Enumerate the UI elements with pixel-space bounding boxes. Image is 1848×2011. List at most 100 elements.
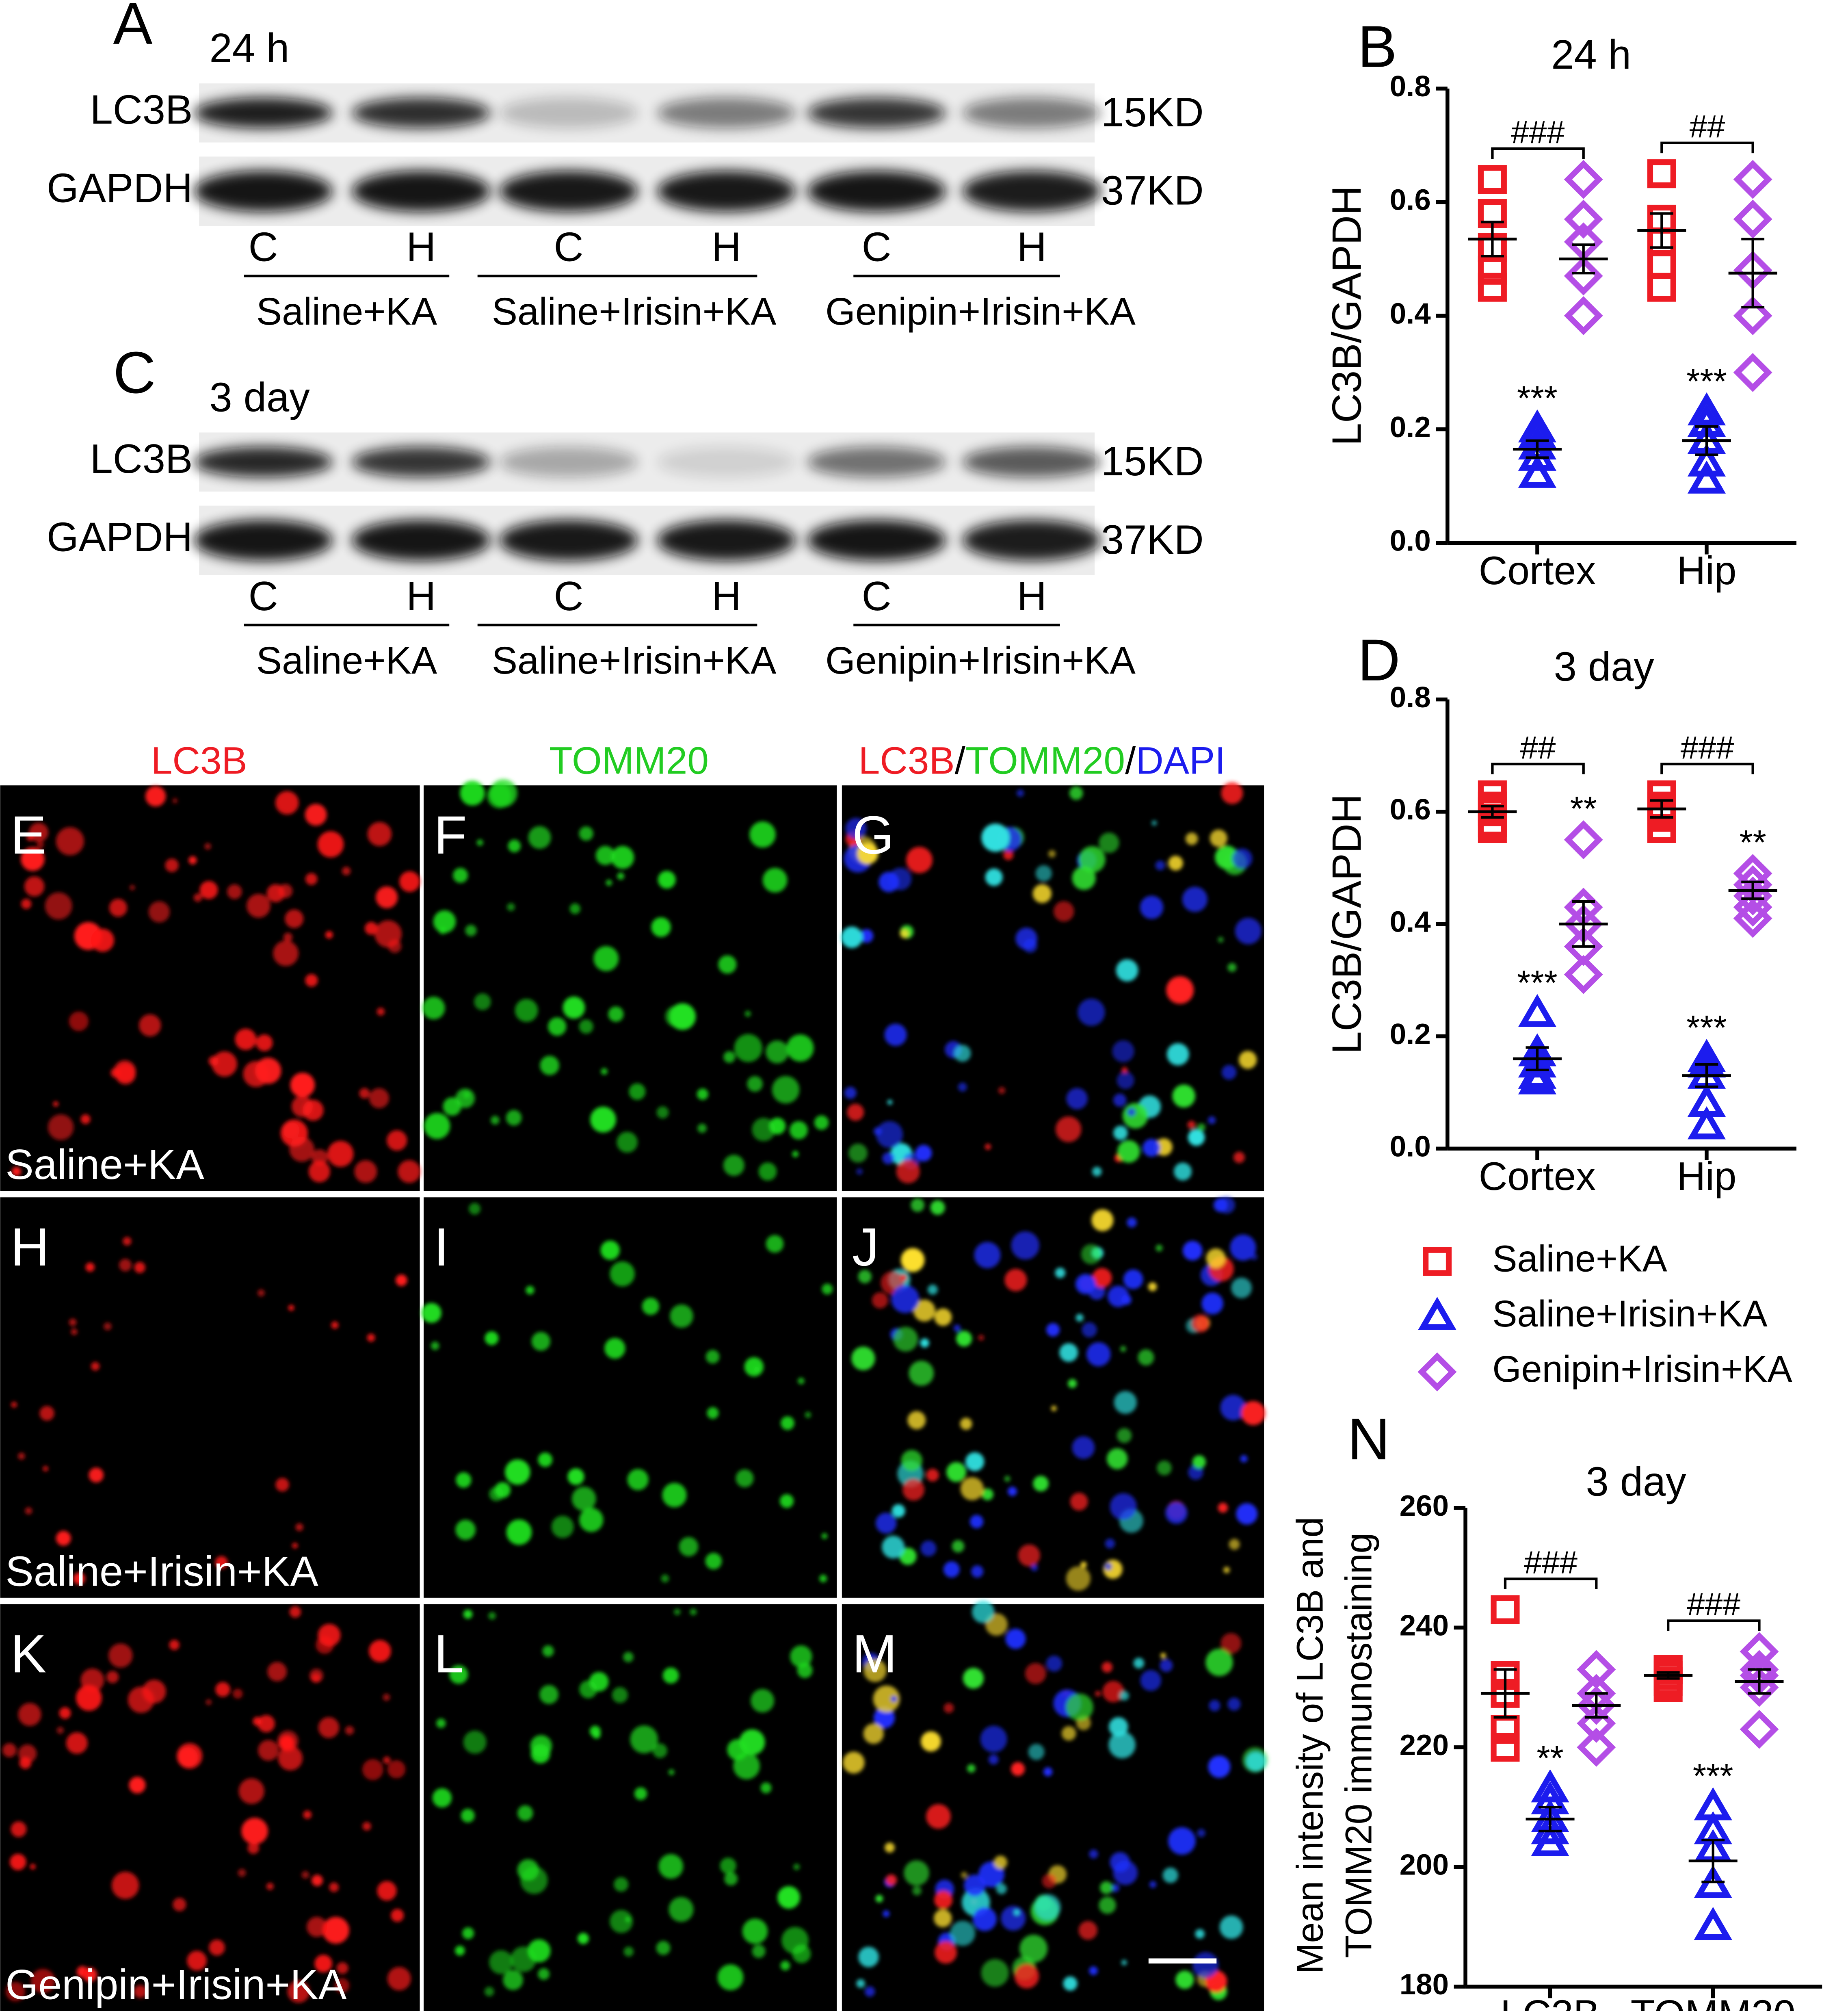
cell	[247, 894, 270, 918]
point	[1478, 256, 1507, 285]
cell	[455, 1519, 476, 1540]
significance-label: **	[1570, 790, 1597, 828]
cell	[612, 1687, 628, 1703]
cell	[1116, 959, 1138, 982]
cell	[489, 1950, 513, 1974]
cell	[864, 1986, 875, 1997]
cell	[327, 1140, 354, 1167]
cell	[1069, 786, 1083, 800]
cell	[290, 1073, 315, 1098]
cell	[1140, 1670, 1162, 1691]
cell	[359, 1088, 370, 1099]
cell	[21, 847, 45, 871]
y-tick-label: 0.4	[1390, 297, 1431, 330]
cell	[538, 1452, 553, 1467]
cell	[59, 1707, 71, 1719]
cell	[1227, 963, 1237, 972]
cell	[443, 1097, 461, 1116]
cell	[508, 839, 521, 853]
cell	[66, 1732, 88, 1754]
cell	[589, 1725, 601, 1737]
cell	[927, 1284, 938, 1295]
cell	[520, 1866, 548, 1894]
cell	[316, 1636, 334, 1654]
cell	[1120, 1346, 1126, 1352]
cell	[199, 881, 218, 899]
cell	[742, 1918, 768, 1944]
cell	[996, 1883, 1007, 1894]
panel-letter: N	[1347, 1406, 1390, 1472]
error-bar	[1656, 1671, 1680, 1680]
error-bar	[1741, 880, 1765, 900]
cell	[169, 1640, 180, 1650]
cell	[1091, 1209, 1114, 1231]
significance-label: **	[1739, 823, 1766, 862]
cell	[993, 1855, 1008, 1869]
significance-label: ***	[1517, 379, 1558, 418]
cell	[456, 1472, 472, 1488]
point	[1733, 353, 1772, 392]
column-header: TOMM20	[549, 739, 709, 782]
cell	[1160, 1653, 1166, 1658]
cell	[1235, 918, 1262, 945]
cell	[215, 1556, 228, 1569]
blot-band	[657, 520, 796, 561]
cell	[1172, 1084, 1195, 1108]
cell	[1188, 1129, 1205, 1146]
cell	[305, 974, 318, 987]
point	[1478, 165, 1507, 194]
cell	[71, 1328, 78, 1335]
y-axis-label: LC3B/GAPDH	[1324, 794, 1370, 1054]
cell	[1011, 1231, 1040, 1260]
cell	[858, 1946, 879, 1968]
cell	[1033, 1476, 1049, 1492]
cell	[1151, 820, 1157, 826]
cell	[362, 1759, 383, 1780]
cell	[463, 1091, 470, 1099]
cell	[1046, 1323, 1060, 1337]
cell	[1109, 1717, 1128, 1737]
cell	[723, 1051, 736, 1063]
cell	[1102, 1681, 1124, 1703]
cell	[1061, 1726, 1076, 1741]
cell	[900, 1248, 925, 1272]
cell	[322, 1917, 349, 1944]
cell	[2, 1743, 17, 1757]
cell	[398, 1160, 421, 1183]
cell	[950, 1920, 975, 1946]
significance-label: ###	[1687, 1586, 1740, 1622]
y-tick-label: 260	[1400, 1489, 1449, 1522]
significance-bracket	[1491, 147, 1585, 159]
cell	[972, 1907, 997, 1931]
cell	[789, 1121, 808, 1140]
cell	[165, 858, 179, 872]
cell	[1206, 1248, 1226, 1268]
cell	[1233, 1151, 1245, 1163]
cell	[920, 1338, 929, 1348]
point	[1733, 899, 1772, 938]
cell	[517, 1805, 533, 1821]
error-bar	[1695, 1063, 1718, 1088]
cell	[506, 1519, 532, 1545]
panel-letter: B	[1358, 13, 1397, 80]
point	[1733, 887, 1772, 927]
significance-bracket	[1491, 763, 1585, 775]
blot-band	[807, 98, 946, 128]
lane-label: H	[712, 573, 741, 619]
cell	[1075, 1313, 1084, 1322]
error-bar	[1480, 221, 1504, 258]
y-tick-label: 220	[1400, 1729, 1449, 1762]
cell	[1121, 1959, 1127, 1965]
cell	[1122, 1103, 1148, 1129]
size-label: 15KD	[1101, 89, 1204, 135]
cell	[515, 999, 538, 1022]
lane-label: C	[862, 224, 892, 270]
cell	[1209, 1700, 1220, 1712]
x-tick-label: TOMM20	[1631, 1992, 1796, 2011]
cell	[278, 884, 293, 898]
cell	[305, 873, 318, 885]
cell	[1174, 1162, 1192, 1181]
point	[1577, 1650, 1616, 1689]
cell	[484, 1987, 494, 1996]
cell	[985, 1144, 991, 1150]
